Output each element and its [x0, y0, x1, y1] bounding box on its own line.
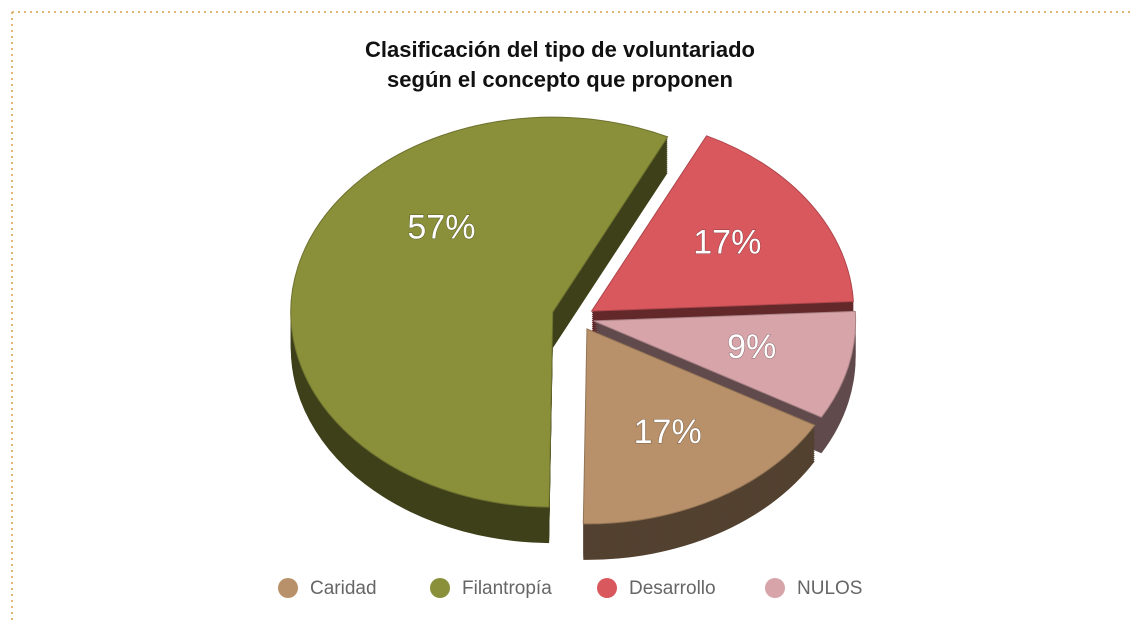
legend-swatch — [430, 578, 450, 598]
legend-swatch — [597, 578, 617, 598]
frame — [11, 11, 1133, 622]
slice — [290, 116, 669, 544]
slice-top — [582, 328, 816, 525]
slice-top — [590, 135, 854, 312]
slice — [582, 328, 816, 560]
chart-title: según el concepto que proponen — [387, 67, 733, 92]
legend-label: Caridad — [310, 578, 377, 599]
legend-swatch — [765, 578, 785, 598]
legend-label: Filantropía — [462, 578, 552, 599]
slice-top — [290, 116, 669, 508]
legend-swatch — [278, 578, 298, 598]
value-label: 17% — [634, 413, 702, 451]
slice — [590, 135, 854, 348]
chart-title: Clasificación del tipo de voluntariado — [365, 37, 755, 62]
legend-label: Desarrollo — [629, 578, 716, 599]
value-label: 9% — [727, 328, 776, 366]
slice-top — [593, 310, 857, 418]
value-label: 57% — [407, 209, 475, 247]
value-label: 17% — [693, 223, 761, 261]
legend-label: NULOS — [797, 578, 862, 599]
